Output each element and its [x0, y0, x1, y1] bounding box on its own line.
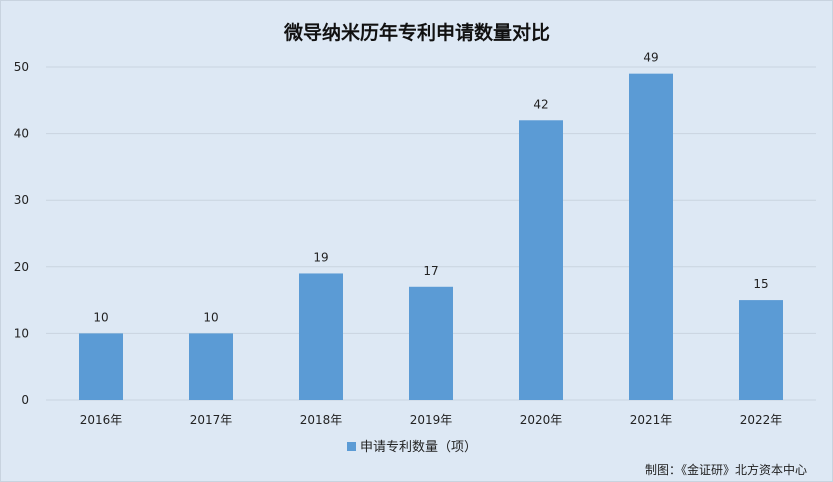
- bar: [739, 300, 783, 400]
- data-label: 49: [643, 51, 658, 65]
- legend-label: 申请专利数量（项）: [360, 440, 477, 455]
- x-tick-label: 2017年: [190, 413, 233, 427]
- x-tick-label: 2016年: [80, 413, 123, 427]
- data-label: 19: [313, 250, 328, 264]
- x-tick-label: 2021年: [630, 413, 673, 427]
- bars: 10 10 19 17 42 49 15: [79, 51, 783, 400]
- bar: [629, 73, 673, 400]
- y-tick-label: 10: [14, 326, 29, 340]
- y-tick-label: 0: [21, 393, 29, 407]
- legend: 申请专利数量（项）: [347, 440, 477, 455]
- x-tick-label: 2022年: [740, 413, 783, 427]
- y-tick-label: 40: [14, 127, 29, 141]
- data-label: 42: [533, 97, 548, 111]
- chart-title: 微导纳米历年专利申请数量对比: [283, 21, 550, 44]
- y-axis-ticks: 0 10 20 30 40 50: [14, 60, 29, 407]
- data-label: 10: [93, 310, 108, 324]
- data-label: 10: [203, 310, 218, 324]
- bar: [299, 273, 343, 400]
- bar: [79, 333, 123, 400]
- x-tick-label: 2018年: [300, 413, 343, 427]
- y-tick-label: 20: [14, 260, 29, 274]
- bar: [189, 333, 233, 400]
- x-tick-label: 2020年: [520, 413, 563, 427]
- source-note: 制图：《金证研》北方资本中心: [645, 462, 807, 477]
- data-label: 15: [753, 277, 768, 291]
- x-axis-ticks: 2016年 2017年 2018年 2019年 2020年 2021年 2022年: [80, 413, 783, 427]
- y-tick-label: 30: [14, 193, 29, 207]
- bar: [409, 286, 453, 400]
- y-tick-label: 50: [14, 60, 29, 74]
- x-tick-label: 2019年: [410, 413, 453, 427]
- data-label: 17: [423, 264, 438, 278]
- legend-swatch: [347, 442, 356, 451]
- bar: [519, 120, 563, 400]
- gridlines: [46, 66, 816, 401]
